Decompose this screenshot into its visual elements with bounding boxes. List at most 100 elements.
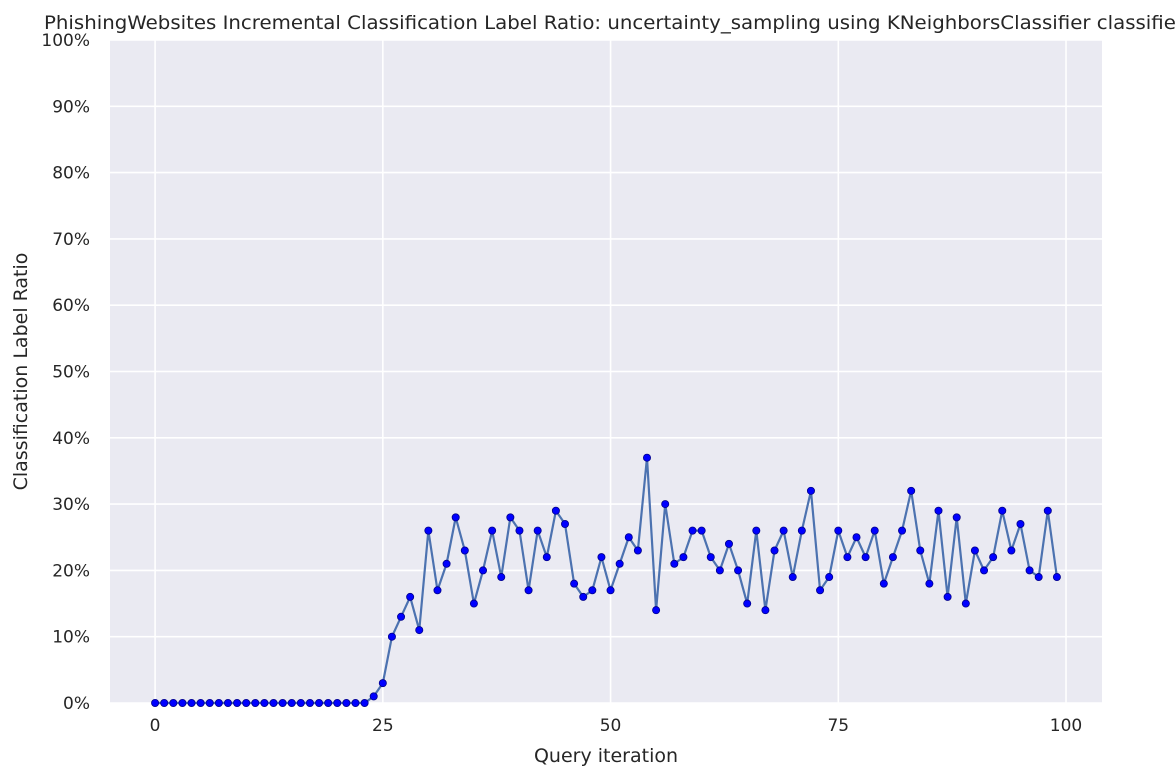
data-point	[579, 592, 588, 601]
x-tick-label: 25	[372, 716, 394, 736]
data-point	[278, 699, 287, 708]
data-point	[688, 526, 697, 535]
y-tick-label: 40%	[52, 429, 90, 449]
data-point	[679, 553, 688, 562]
data-point	[934, 506, 943, 515]
data-point	[952, 513, 961, 522]
y-tick-label: 70%	[52, 230, 90, 250]
data-point	[1025, 566, 1034, 575]
y-tick-label: 50%	[52, 363, 90, 383]
data-point	[825, 573, 834, 582]
data-point	[879, 579, 888, 588]
data-point	[870, 526, 879, 535]
data-point	[287, 699, 296, 708]
grid-lines	[110, 39, 1102, 704]
data-point	[615, 559, 624, 568]
data-point	[898, 526, 907, 535]
x-tick-label: 75	[827, 716, 849, 736]
data-point	[652, 606, 661, 615]
data-point	[351, 699, 360, 708]
data-point	[433, 586, 442, 595]
data-point	[1052, 573, 1061, 582]
data-point	[633, 546, 642, 555]
data-point	[697, 526, 706, 535]
data-point	[214, 699, 223, 708]
data-point	[670, 559, 679, 568]
data-point	[406, 592, 415, 601]
data-point	[169, 699, 178, 708]
data-point	[761, 606, 770, 615]
data-point	[324, 699, 333, 708]
data-point	[834, 526, 843, 535]
data-point	[752, 526, 761, 535]
data-point	[315, 699, 324, 708]
data-point	[779, 526, 788, 535]
y-tick-label: 80%	[52, 164, 90, 184]
y-tick-label: 10%	[52, 628, 90, 648]
data-point	[998, 506, 1007, 515]
data-point	[451, 513, 460, 522]
data-point	[925, 579, 934, 588]
data-point	[178, 699, 187, 708]
data-point	[187, 699, 196, 708]
data-point	[233, 699, 242, 708]
data-point	[706, 553, 715, 562]
data-point	[916, 546, 925, 555]
data-point	[205, 699, 214, 708]
data-point	[661, 500, 670, 509]
data-point	[415, 626, 424, 635]
data-point	[980, 566, 989, 575]
data-point	[360, 699, 369, 708]
data-point	[561, 519, 570, 528]
data-point	[479, 566, 488, 575]
x-tick-label: 50	[600, 716, 622, 736]
data-point	[260, 699, 269, 708]
chart-title: PhishingWebsites Incremental Classificat…	[44, 12, 1176, 34]
data-point	[843, 553, 852, 562]
data-point	[806, 486, 815, 495]
data-point	[861, 553, 870, 562]
data-point	[816, 586, 825, 595]
data-point	[570, 579, 579, 588]
data-point	[551, 506, 560, 515]
x-tick-label: 100	[1050, 716, 1082, 736]
data-point	[743, 599, 752, 608]
data-point	[305, 699, 314, 708]
data-point	[624, 533, 633, 542]
data-point	[378, 679, 387, 688]
data-point	[497, 573, 506, 582]
data-point	[970, 546, 979, 555]
data-point	[469, 599, 478, 608]
y-tick-label: 30%	[52, 495, 90, 515]
data-point	[515, 526, 524, 535]
x-tick-label: 0	[150, 716, 161, 736]
data-point	[369, 692, 378, 701]
data-point	[788, 573, 797, 582]
data-point	[989, 553, 998, 562]
data-point	[506, 513, 515, 522]
data-point	[961, 599, 970, 608]
data-point	[533, 526, 542, 535]
y-axis-label: Classification Label Ratio	[10, 253, 32, 491]
data-point	[196, 699, 205, 708]
data-point	[269, 699, 278, 708]
data-point	[1007, 546, 1016, 555]
data-point	[734, 566, 743, 575]
data-point	[442, 559, 451, 568]
y-tick-label: 20%	[52, 561, 90, 581]
data-point	[606, 586, 615, 595]
data-point	[251, 699, 260, 708]
y-tick-label: 100%	[41, 31, 90, 51]
data-point	[888, 553, 897, 562]
data-point	[715, 566, 724, 575]
data-point	[724, 539, 733, 548]
data-point	[1016, 519, 1025, 528]
data-point	[342, 699, 351, 708]
data-point	[524, 586, 533, 595]
data-point	[223, 699, 232, 708]
data-point	[1034, 573, 1043, 582]
series-line	[155, 456, 1058, 705]
data-point	[770, 546, 779, 555]
